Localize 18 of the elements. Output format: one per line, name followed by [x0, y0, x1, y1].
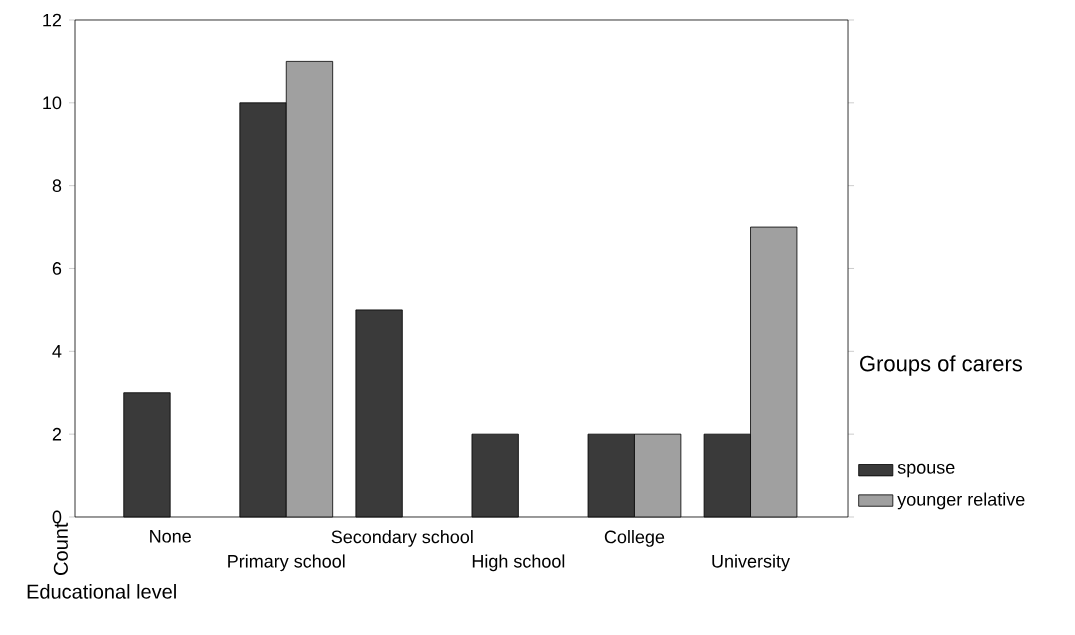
legend-label: younger relative	[897, 492, 1025, 510]
x-tick-label: High school	[472, 554, 565, 572]
y-tick-label: 10	[43, 96, 62, 110]
x-tick-label: Secondary school	[331, 530, 473, 547]
y-axis-title: Count	[53, 522, 68, 575]
y-tick-label: 0	[52, 510, 62, 524]
x-tick-label: University	[712, 554, 790, 572]
y-tick-label: 2	[52, 427, 62, 441]
y-tick-label: 6	[52, 262, 62, 275]
x-tick-label: None	[150, 530, 191, 543]
y-tick-label: 8	[52, 179, 62, 193]
y-tick-label: 4	[52, 345, 62, 358]
y-tick-label: 12	[43, 13, 62, 27]
legend-title: Groups of carers	[860, 355, 1022, 376]
x-axis-title: Educational level	[27, 584, 176, 599]
x-tick-label: College	[604, 530, 665, 547]
x-tick-label: Primary school	[228, 554, 345, 572]
legend-label: spouse	[897, 463, 955, 478]
